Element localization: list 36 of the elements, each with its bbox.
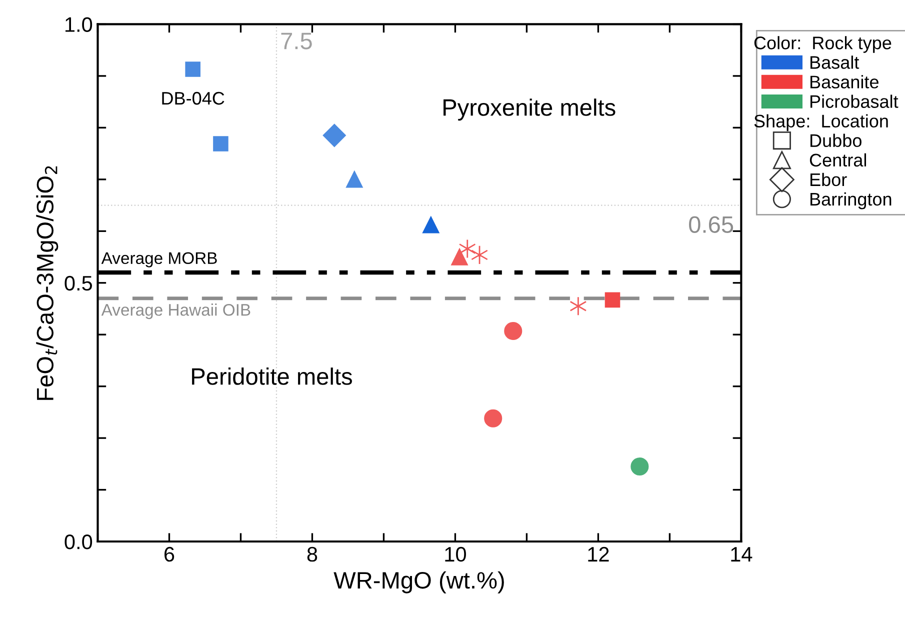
point (322, 124, 346, 147)
y-tick-label: 0.5 (64, 276, 92, 291)
annotation: DB-04C (162, 92, 224, 105)
ref-line-label: Average MORB (101, 252, 217, 268)
point (504, 322, 522, 340)
text: Dubbo (810, 134, 862, 148)
point (604, 292, 620, 308)
legend-label: Basanite (810, 75, 878, 88)
text: Central (810, 153, 866, 167)
legend-label: Basalt (810, 56, 860, 69)
y-tick-label: 0.0 (64, 534, 92, 550)
x-tick-label: 12 (588, 546, 609, 562)
y-axis-title: FeO$_{t}$/CaO-3MgO/SiO$_{2}$ (36, 166, 58, 400)
text: Shape: Location (754, 114, 888, 132)
x-axis-title: WR-MgO (wt.%) (334, 571, 504, 594)
x-tick-label: 14 (731, 547, 752, 562)
text: Barrington (810, 192, 892, 210)
point (570, 296, 587, 316)
point (185, 62, 200, 77)
point (422, 216, 440, 234)
ref-line-label: 7.5 (281, 32, 312, 50)
ref-line-label: 0.65 (689, 216, 734, 233)
x-tick-label: 6 (164, 546, 174, 562)
annotation: Pyroxenite melts (444, 98, 616, 121)
point (484, 409, 502, 428)
legend-label: Picrobasalt (810, 94, 898, 108)
text: Ebor (810, 172, 847, 186)
annotation: Peridotite melts (192, 368, 352, 385)
ref-line-label: Average Hawaii OIB (101, 304, 250, 320)
point (630, 457, 649, 476)
point (458, 239, 476, 258)
point (213, 136, 228, 152)
text: Color: Rock type (754, 36, 892, 53)
x-tick-label: 10 (445, 546, 466, 562)
x-tick-label: 8 (307, 546, 318, 562)
y-tick-label: 1.0 (66, 17, 92, 32)
